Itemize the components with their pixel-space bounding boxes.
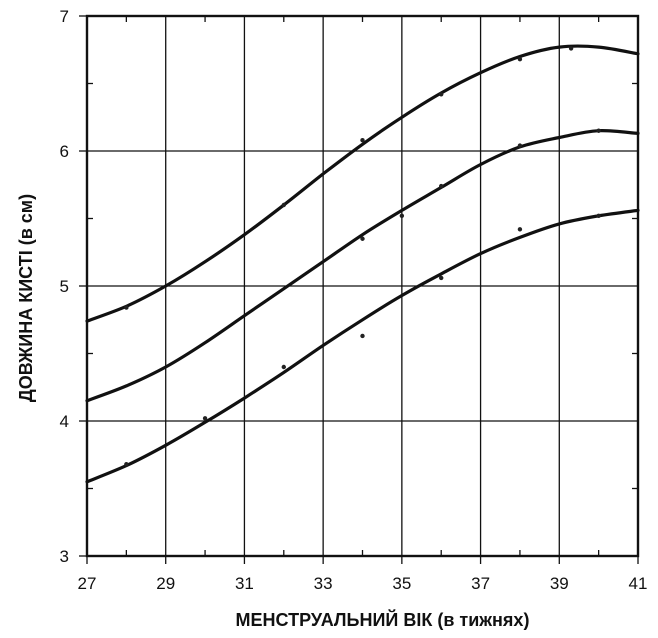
- x-tick-label-31: 31: [235, 574, 254, 593]
- curve-middle: [85, 129, 640, 403]
- data-point: [596, 128, 601, 133]
- data-point: [568, 46, 574, 51]
- x-tick-label-37: 37: [471, 574, 490, 593]
- x-axis-ticks: 27 29 31 33 35 37 39 41: [78, 16, 648, 593]
- curve-lower: [85, 208, 640, 484]
- x-tick-label-33: 33: [314, 574, 333, 593]
- data-point: [360, 236, 365, 241]
- data-point: [596, 213, 601, 218]
- x-axis-title: МЕНСТРУАЛЬНИЙ ВІК (в тижнях): [236, 609, 530, 630]
- y-axis-ticks: 3 4 5 6 7: [60, 7, 638, 566]
- data-point: [281, 202, 286, 208]
- data-point: [202, 416, 208, 421]
- y-axis-title: ДОВЖИНА КИСТІ (в см): [16, 194, 36, 402]
- data-point: [439, 183, 444, 189]
- data-point: [439, 275, 444, 281]
- y-tick-label-6: 6: [60, 142, 69, 161]
- data-point: [281, 364, 286, 370]
- y-tick-label-3: 3: [60, 547, 69, 566]
- x-tick-label-29: 29: [156, 574, 175, 593]
- x-tick-label-35: 35: [392, 574, 411, 593]
- x-tick-label-39: 39: [550, 574, 569, 593]
- percentile-curves: [85, 44, 640, 484]
- data-point: [439, 92, 444, 97]
- data-point: [517, 143, 523, 148]
- curve-upper: [85, 44, 640, 323]
- data-point: [124, 462, 129, 467]
- grid-lines: [87, 16, 638, 556]
- data-point: [517, 57, 523, 62]
- y-tick-label-7: 7: [60, 7, 69, 26]
- data-point: [517, 227, 523, 232]
- data-point: [360, 138, 365, 143]
- data-point: [399, 213, 405, 218]
- y-tick-label-4: 4: [60, 412, 69, 431]
- x-tick-label-27: 27: [78, 574, 97, 593]
- x-tick-label-41: 41: [629, 574, 648, 593]
- data-point: [124, 305, 129, 310]
- y-tick-label-5: 5: [60, 277, 69, 296]
- data-point: [360, 333, 365, 339]
- data-points: [124, 46, 601, 467]
